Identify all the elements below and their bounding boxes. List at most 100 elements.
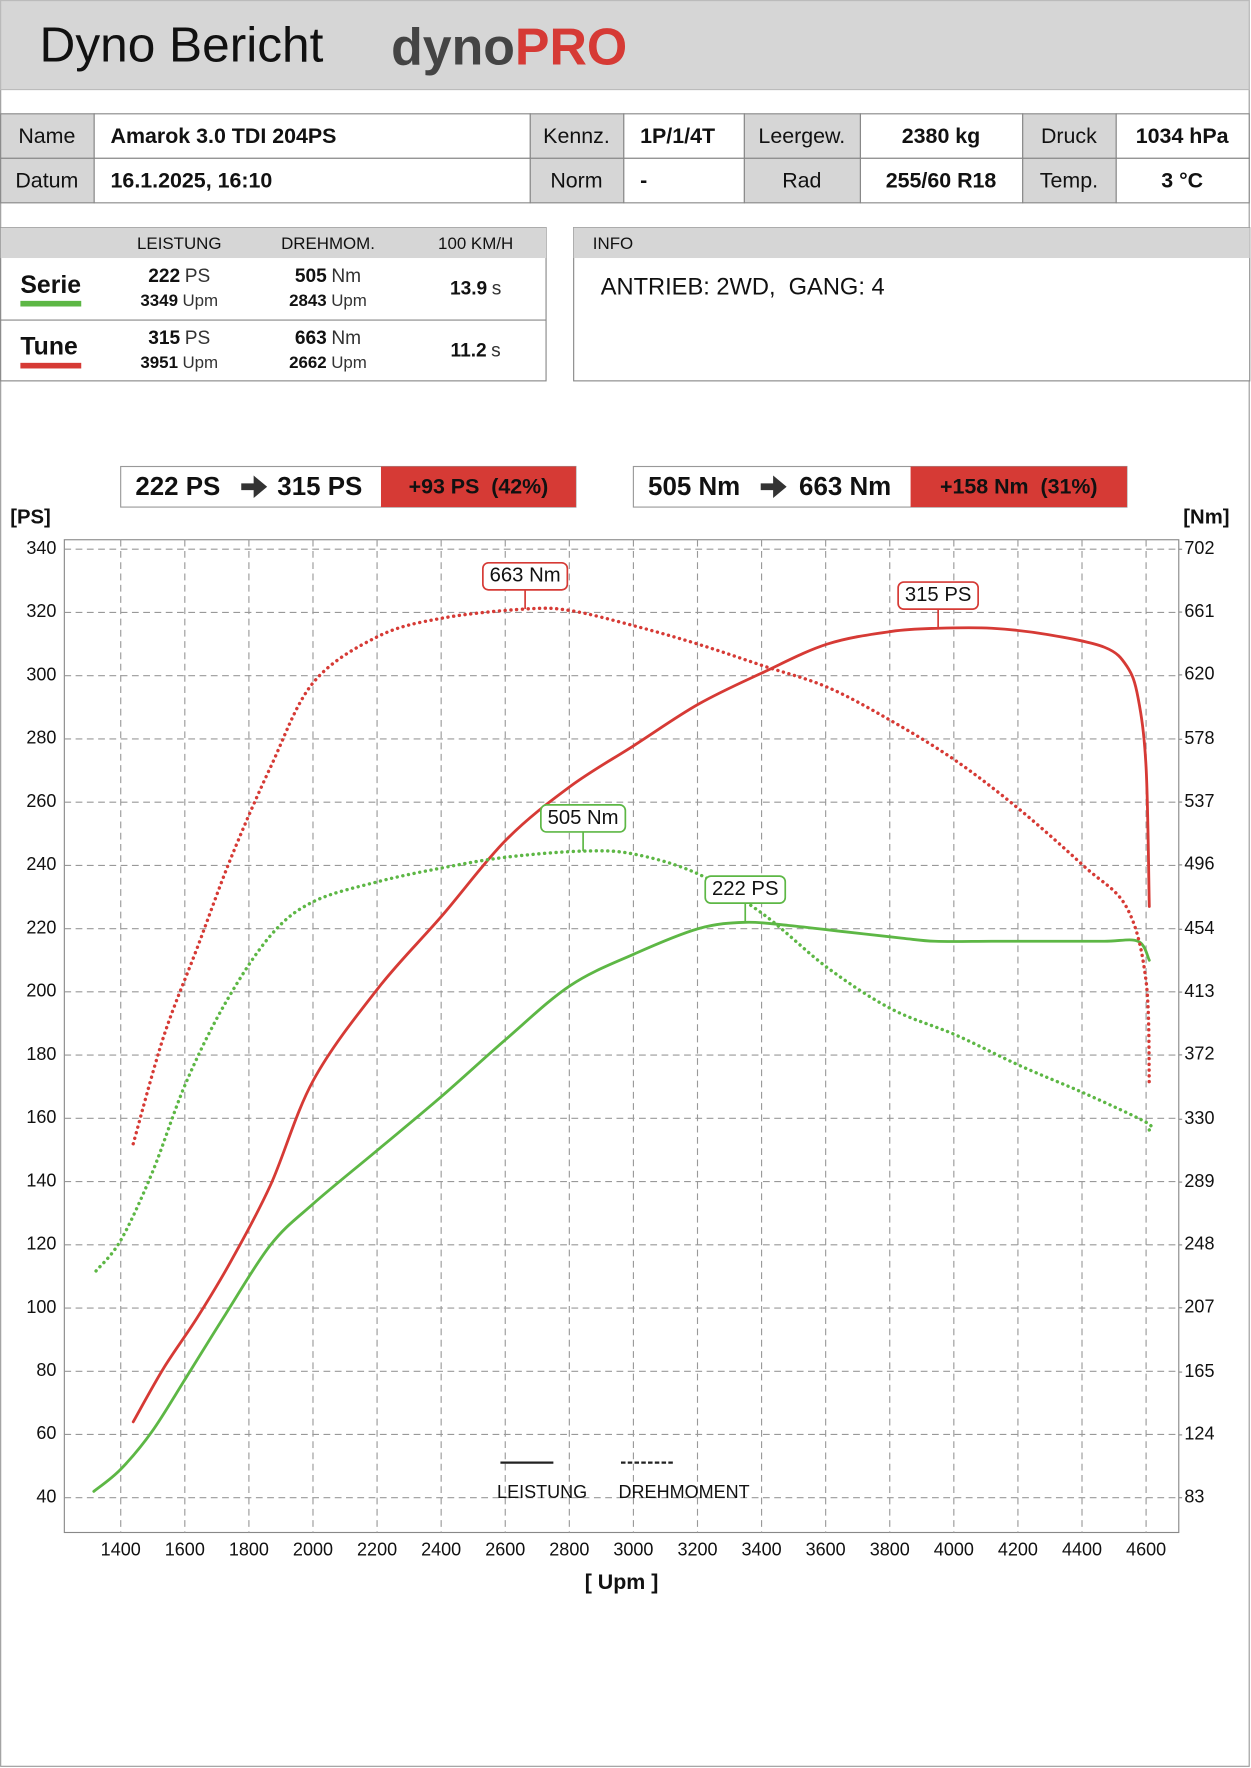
info-title: INFO	[593, 234, 633, 253]
badge-from: 222 PS	[135, 473, 220, 501]
summary-row-label: Tune	[20, 334, 77, 361]
x-tick-label: 3400	[742, 1539, 782, 1559]
summary-unit: s	[491, 341, 501, 362]
x-tick-label: 2600	[485, 1539, 525, 1559]
x-tick-label: 1800	[229, 1539, 269, 1559]
peak-label-box	[704, 875, 787, 904]
summary-value: 505 Nm	[295, 266, 361, 287]
y2-tick-label: 248	[1184, 1234, 1214, 1254]
summary-value: 13.9 s	[450, 279, 501, 300]
x-tick-label: 2800	[549, 1539, 589, 1559]
legend-label: DREHMOMENT	[619, 1482, 750, 1502]
summary-header	[0, 227, 547, 259]
badge-delta: +93 PS (42%)	[409, 475, 549, 499]
y-tick-label: 180	[26, 1044, 56, 1064]
y-tick-label: 40	[36, 1486, 56, 1506]
summary-row-swatch	[20, 362, 82, 369]
y-tick-label: 80	[36, 1360, 56, 1380]
info-value: 1P/1/4T	[640, 124, 715, 148]
y-tick-label: 280	[26, 728, 56, 748]
x-tick-label: 3800	[870, 1539, 910, 1559]
info-value-cell	[623, 113, 745, 159]
y-tick-label: 300	[26, 664, 56, 684]
y2-tick-label: 496	[1184, 854, 1214, 874]
info-value: 3 °C	[1161, 169, 1203, 193]
peak-label: 222 PS	[712, 878, 778, 900]
summary-value: 11.2 s	[450, 341, 500, 362]
series-line	[92, 920, 1151, 1493]
badge-arrow	[760, 475, 787, 499]
badge-delta-bg	[910, 466, 1127, 508]
summary-number: 3951	[140, 353, 178, 372]
y2-tick-label: 413	[1184, 981, 1214, 1001]
info-label-cell	[0, 113, 95, 159]
badge-to: 315 PS	[277, 473, 362, 501]
x-tick-label: 4400	[1062, 1539, 1102, 1559]
x-tick-label: 4000	[934, 1539, 974, 1559]
info-value-cell	[93, 113, 531, 159]
x-tick-label: 3600	[806, 1539, 846, 1559]
x-axis-title: [ Upm ]	[585, 1570, 659, 1594]
summary-number: 3349	[140, 291, 178, 310]
info-value-cell	[859, 113, 1024, 159]
y-tick-label: 240	[26, 854, 56, 874]
y-tick-label: 220	[26, 917, 56, 937]
summary-row-label: Serie	[20, 272, 81, 299]
summary-number: 13.9	[450, 279, 487, 300]
x-tick-label: 3000	[613, 1539, 653, 1559]
info-value: -	[640, 169, 647, 193]
y-tick-label: 160	[26, 1107, 56, 1127]
x-tick-label: 2400	[421, 1539, 461, 1559]
info-value: 1034 hPa	[1136, 124, 1230, 148]
y-tick-label: 60	[36, 1423, 56, 1443]
summary-number: 11.2	[450, 341, 486, 362]
summary-value: 3349 Upm	[140, 291, 218, 310]
info-label-cell	[529, 157, 625, 204]
summary-number: 505	[295, 266, 327, 287]
y2-tick-label: 578	[1184, 728, 1214, 748]
summary-unit: PS	[185, 328, 211, 349]
info-value: Amarok 3.0 TDI 204PS	[111, 124, 337, 148]
summary-unit: Upm	[182, 353, 218, 372]
x-tick-label: 2000	[293, 1539, 333, 1559]
summary-column: LEISTUNG	[137, 234, 221, 253]
y2-tick-label: 702	[1184, 538, 1214, 558]
y-tick-label: 320	[26, 601, 56, 621]
info-text: ANTRIEB: 2WD, GANG: 4	[601, 275, 885, 301]
y-tick-label: 140	[26, 1170, 56, 1190]
summary-unit: Upm	[331, 291, 367, 310]
peak-label: 315 PS	[905, 584, 971, 606]
x-tick-label: 1400	[101, 1539, 141, 1559]
header-bar	[0, 0, 1250, 91]
x-tick-label: 3200	[677, 1539, 717, 1559]
summary-value: 2843 Upm	[289, 291, 367, 310]
summary-unit: Nm	[331, 328, 361, 349]
peak-label: 505 Nm	[548, 807, 619, 829]
info-header	[573, 227, 1250, 259]
y-axis-title: [PS]	[10, 507, 51, 529]
report-title: Dyno Bericht	[40, 17, 324, 73]
summary-unit: Upm	[182, 291, 218, 310]
info-label: Temp.	[1040, 169, 1098, 193]
info-value-cell	[623, 157, 745, 204]
legend-label: LEISTUNG	[497, 1482, 587, 1502]
series-line	[131, 626, 1151, 1424]
summary-value: 315 PS	[148, 328, 210, 349]
summary-number: 222	[148, 266, 180, 287]
series-line	[131, 606, 1151, 1146]
summary-unit: PS	[185, 266, 211, 287]
info-label: Rad	[782, 169, 821, 193]
summary-value: 3951 Upm	[140, 353, 218, 372]
badge-delta-bg	[380, 466, 576, 508]
badge-delta: +158 Nm (31%)	[940, 475, 1098, 499]
summary-value: 2662 Upm	[289, 353, 367, 372]
info-label: Datum	[15, 169, 78, 193]
info-value-cell	[93, 157, 531, 204]
summary-unit: Upm	[331, 353, 367, 372]
summary-unit: s	[492, 279, 502, 300]
badge-to: 663 Nm	[799, 473, 891, 501]
y2-tick-label: 620	[1184, 664, 1214, 684]
info-label: Name	[18, 124, 75, 148]
